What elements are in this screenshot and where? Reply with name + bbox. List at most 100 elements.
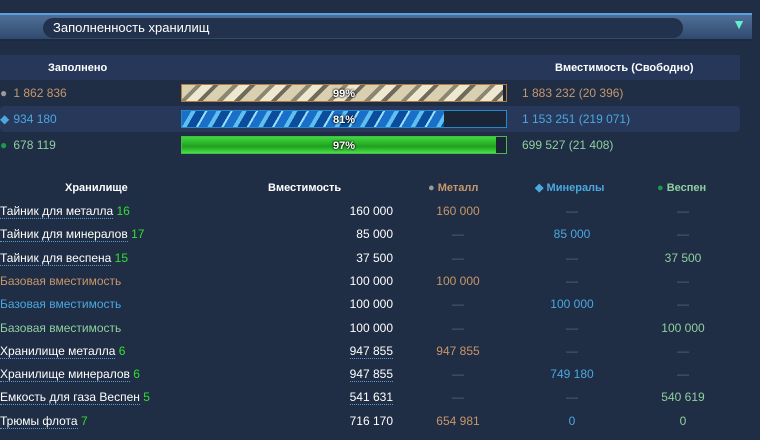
- vespen-cell: —: [677, 227, 689, 242]
- minerals-cell: —: [566, 273, 578, 288]
- fill-progress-bar: 99%: [181, 84, 507, 102]
- capacity-free: 1 153 251 (219 071): [522, 112, 631, 126]
- vespen-cell: —: [677, 204, 689, 218]
- level: 6: [118, 343, 126, 358]
- table-row: Базовая вместимость 100 000 — — 100 000: [0, 318, 740, 338]
- vespen-header: ● Веспен: [657, 182, 707, 194]
- minerals-cell: —: [566, 343, 578, 358]
- vespen-icon: ●: [657, 182, 664, 194]
- storage-name: Базовая вместимость: [0, 297, 122, 312]
- vespen-cell: —: [677, 367, 689, 382]
- level: 7: [80, 413, 88, 428]
- collapse-chevron-icon[interactable]: ▼: [732, 16, 746, 32]
- capacity-cell[interactable]: 947 855: [349, 343, 393, 359]
- level: 6: [133, 367, 140, 382]
- storage-name[interactable]: Хранилище минералов: [0, 367, 130, 383]
- progress-percent: 99%: [332, 88, 356, 100]
- vespen-cell: 37 500: [664, 250, 702, 265]
- storage-name-cell: Базовая вместимость: [0, 321, 121, 335]
- table-row: Хранилище металла 6 947 855 947 855 — —: [0, 341, 740, 361]
- vespen-cell: —: [677, 297, 689, 312]
- filled-amount: 934 180: [13, 112, 57, 126]
- title-bar: Заполненность хранилищ ▼: [0, 13, 752, 41]
- filled-amount: 678 119: [13, 138, 56, 152]
- minerals-icon: ◆: [0, 112, 10, 126]
- fill-progress-bar: 81%: [181, 110, 507, 128]
- metal-cell: —: [452, 367, 464, 382]
- table-row: Трюмы флота 7 716 170 654 981 0 0: [0, 411, 740, 431]
- storage-name-cell: Тайник для веспена 15: [0, 250, 129, 266]
- metal-cell: —: [452, 227, 464, 242]
- capacity-free: 1 883 232 (20 396): [522, 86, 624, 100]
- vespen-cell: —: [677, 273, 689, 288]
- capacity-cell[interactable]: 541 631: [349, 390, 393, 406]
- storage-name-cell: Тайник для металла 16: [0, 204, 130, 219]
- capacity-cell: 85 000: [356, 227, 393, 242]
- capacity-cell: 100 000: [349, 320, 393, 335]
- progress-percent: 81%: [332, 114, 356, 126]
- progress-fill: [182, 111, 445, 127]
- level: 5: [143, 390, 150, 405]
- metal-cell: —: [452, 320, 464, 335]
- metal-cell: 654 981: [436, 413, 480, 428]
- table-row: Базовая вместимость 100 000 — 100 000 —: [0, 294, 740, 314]
- storage-name-cell: Трюмы флота 7: [0, 413, 88, 429]
- storage-name[interactable]: Тайник для металла: [0, 204, 114, 219]
- metal-icon: ●: [0, 86, 8, 100]
- minerals-header: ◆ Минералы: [535, 182, 605, 194]
- progress-fill: [182, 137, 497, 153]
- metal-icon: ●: [428, 182, 435, 194]
- storage-name[interactable]: Хранилище металла: [0, 343, 116, 359]
- table-row: Хранилище минералов 6 947 855 — 749 180 —: [0, 364, 740, 384]
- vespen-cell: —: [677, 343, 689, 358]
- capacity-header: Вместимость: [268, 182, 342, 194]
- metal-cell: 947 855: [436, 343, 480, 358]
- storage-name-cell: Емкость для газа Веспен 5: [0, 390, 150, 406]
- metal-cell: 100 000: [436, 273, 480, 288]
- level: 15: [114, 250, 129, 265]
- minerals-cell: —: [566, 204, 578, 218]
- capacity-cell: 160 000: [349, 204, 393, 218]
- metal-cell: —: [452, 390, 464, 405]
- capacity-cell[interactable]: 947 855: [349, 367, 393, 383]
- table-row: Тайник для веспена 15 37 500 — — 37 500: [0, 248, 740, 268]
- metal-header: ● Металл: [428, 182, 479, 194]
- resource-row: ● 1 862 836 99% 1 883 232 (20 396): [0, 80, 740, 106]
- resource-row: ● 678 119 97% 699 527 (21 408): [0, 132, 740, 158]
- minerals-icon: ◆: [535, 182, 544, 194]
- storage-name[interactable]: Трюмы флота: [0, 413, 78, 429]
- vespen-cell: 540 619: [661, 390, 705, 405]
- storage-name-cell: Хранилище минералов 6: [0, 367, 140, 383]
- level: 17: [131, 227, 145, 242]
- minerals-cell: 749 180: [550, 367, 594, 382]
- vespen-cell: 100 000: [661, 320, 705, 335]
- minerals-cell: —: [566, 320, 578, 335]
- progress-fill: [182, 85, 503, 101]
- minerals-cell: 0: [568, 413, 576, 428]
- storage-name: Базовая вместимость: [0, 273, 122, 288]
- minerals-cell: —: [566, 250, 578, 265]
- vespen-icon: ●: [0, 138, 8, 152]
- storage-name[interactable]: Тайник для минералов: [0, 227, 128, 243]
- level: 16: [116, 204, 130, 218]
- table-row: Тайник для металла 16 160 000 160 000 — —: [0, 201, 740, 221]
- filled-amount-group: ● 1 862 836: [0, 86, 67, 100]
- storage-name[interactable]: Тайник для веспена: [0, 250, 112, 266]
- progress-percent: 97%: [332, 140, 356, 152]
- storage-header: Хранилище: [65, 182, 128, 194]
- storage-name[interactable]: Емкость для газа Веспен: [0, 390, 140, 406]
- storage-name-cell: Базовая вместимость: [0, 274, 121, 288]
- filled-amount-group: ◆ 934 180: [0, 112, 57, 126]
- fill-progress-bar: 97%: [181, 136, 507, 154]
- filled-header: Заполнено: [48, 62, 108, 74]
- capacity-free-header: Вместимость (Свободно): [555, 62, 694, 74]
- table-row: Емкость для газа Веспен 5 541 631 — — 540 …: [0, 387, 740, 407]
- minerals-cell: 85 000: [553, 227, 591, 242]
- capacity-cell: 100 000: [349, 273, 393, 288]
- summary-header: Заполнено Вместимость (Свободно): [0, 55, 740, 80]
- minerals-cell: —: [566, 390, 578, 405]
- window-title: Заполненность хранилищ: [43, 18, 683, 38]
- vespen-cell: 0: [679, 413, 687, 428]
- metal-cell: —: [452, 297, 464, 312]
- capacity-cell: 37 500: [356, 250, 393, 265]
